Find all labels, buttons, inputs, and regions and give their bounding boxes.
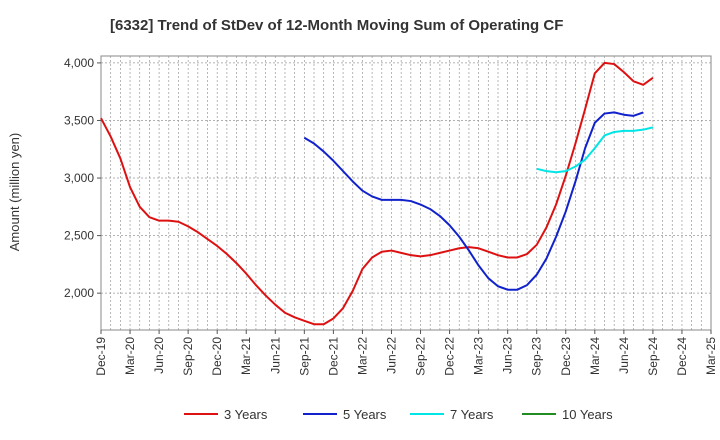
x-tick-label: Dec-24 xyxy=(675,337,689,376)
x-tick-label: Dec-23 xyxy=(559,337,573,376)
x-tick-label: Mar-22 xyxy=(355,337,369,375)
y-axis-label: Amount (million yen) xyxy=(7,133,22,252)
x-tick-label: Sep-23 xyxy=(530,337,544,376)
plot-area xyxy=(100,55,712,331)
legend-label: 7 Years xyxy=(450,407,494,422)
series-line-5-years xyxy=(303,111,644,291)
series-lines xyxy=(100,61,654,326)
legend-label: 10 Years xyxy=(562,407,613,422)
x-tick-label: Sep-20 xyxy=(181,337,195,376)
y-tick-label: 2,500 xyxy=(64,229,94,243)
grid xyxy=(101,56,711,330)
y-tick-label: 2,000 xyxy=(64,286,94,300)
x-tick-label: Jun-22 xyxy=(384,337,398,374)
x-tick-label: Sep-24 xyxy=(646,337,660,376)
x-tick-label: Dec-22 xyxy=(443,337,457,376)
x-axis: Dec-19 Mar-20 Jun-20 Sep-20 Dec-20 Mar-21 Jun-… xyxy=(94,330,718,376)
x-tick-label: Dec-19 xyxy=(94,337,108,376)
x-tick-label: Sep-21 xyxy=(297,337,311,376)
series-line-7-years xyxy=(536,126,654,174)
x-tick-label: Sep-22 xyxy=(414,337,428,376)
y-axis: 2,000 2,500 3,000 3,500 4,000 xyxy=(64,56,101,300)
plot-frame xyxy=(100,55,712,331)
x-tick-label: Mar-25 xyxy=(704,337,718,375)
x-tick-label: Dec-20 xyxy=(210,337,224,376)
y-tick-label: 3,000 xyxy=(64,171,94,185)
chart-title: [6332] Trend of StDev of 12-Month Moving… xyxy=(110,17,563,34)
x-tick-label: Mar-21 xyxy=(239,337,253,375)
x-tick-label: Mar-20 xyxy=(123,337,137,375)
x-tick-label: Jun-23 xyxy=(501,337,515,374)
x-tick-label: Dec-21 xyxy=(326,337,340,376)
legend: 3 Years 5 Years 7 Years 10 Years xyxy=(184,407,613,422)
x-tick-label: Jun-21 xyxy=(268,337,282,374)
legend-label: 5 Years xyxy=(343,407,387,422)
y-tick-label: 4,000 xyxy=(64,56,94,70)
series-line-3-years xyxy=(100,61,654,326)
x-tick-label: Mar-24 xyxy=(588,337,602,375)
x-tick-label: Mar-23 xyxy=(472,337,486,375)
y-tick-label: 3,500 xyxy=(64,113,94,127)
legend-label: 3 Years xyxy=(224,407,268,422)
x-tick-label: Jun-20 xyxy=(152,337,166,374)
x-tick-label: Jun-24 xyxy=(617,337,631,374)
